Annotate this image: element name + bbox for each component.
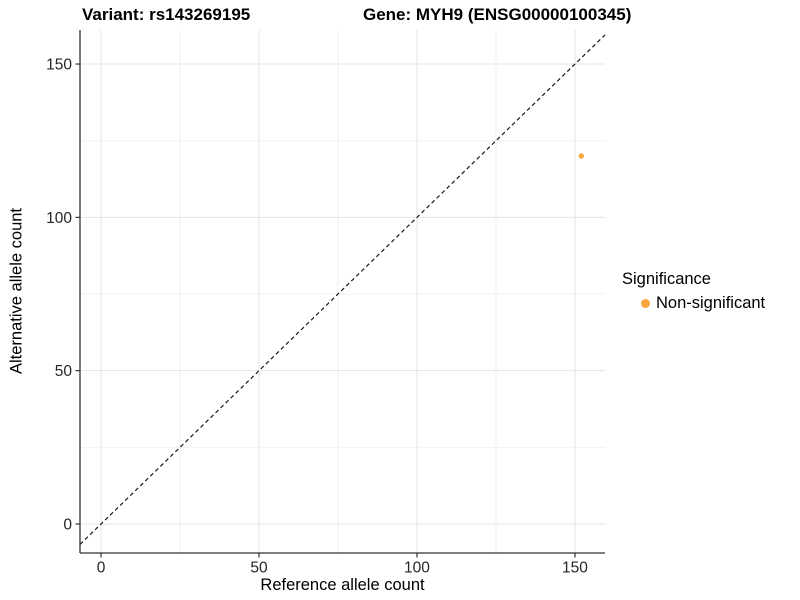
x-axis-title: Reference allele count: [260, 576, 425, 594]
legend-title: Significance: [622, 270, 711, 288]
legend-item-label: Non-significant: [656, 293, 766, 312]
legend-key-dot-icon: [641, 298, 650, 308]
variant-title: Variant: rs143269195: [82, 5, 251, 24]
data-point: [578, 153, 585, 159]
x-tick-label: 100: [404, 560, 430, 577]
gene-title: Gene: MYH9 (ENSG00000100345): [363, 5, 632, 24]
y-axis-title: Alternative allele count: [7, 207, 26, 375]
y-tick-label: 150: [46, 57, 72, 74]
legend: Significance Non-significant: [622, 270, 765, 313]
y-tick-label: 100: [46, 210, 72, 227]
x-tick-label: 50: [250, 560, 268, 577]
y-tick-label: 50: [55, 363, 73, 380]
x-tick-label: 150: [562, 560, 588, 577]
legend-item: Non-significant: [622, 294, 765, 313]
x-tick-label: 0: [97, 560, 106, 577]
identity-dashed-line: [79, 34, 606, 545]
y-tick-label: 0: [63, 516, 72, 533]
